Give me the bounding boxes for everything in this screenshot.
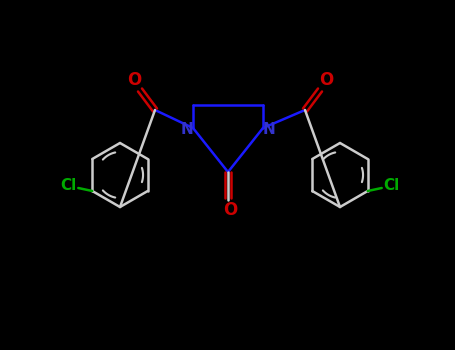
Text: O: O <box>319 71 333 89</box>
Text: O: O <box>223 201 237 219</box>
Text: N: N <box>181 122 193 138</box>
Text: N: N <box>263 122 275 138</box>
Text: Cl: Cl <box>60 178 76 194</box>
Text: O: O <box>127 71 141 89</box>
Text: Cl: Cl <box>384 178 400 194</box>
